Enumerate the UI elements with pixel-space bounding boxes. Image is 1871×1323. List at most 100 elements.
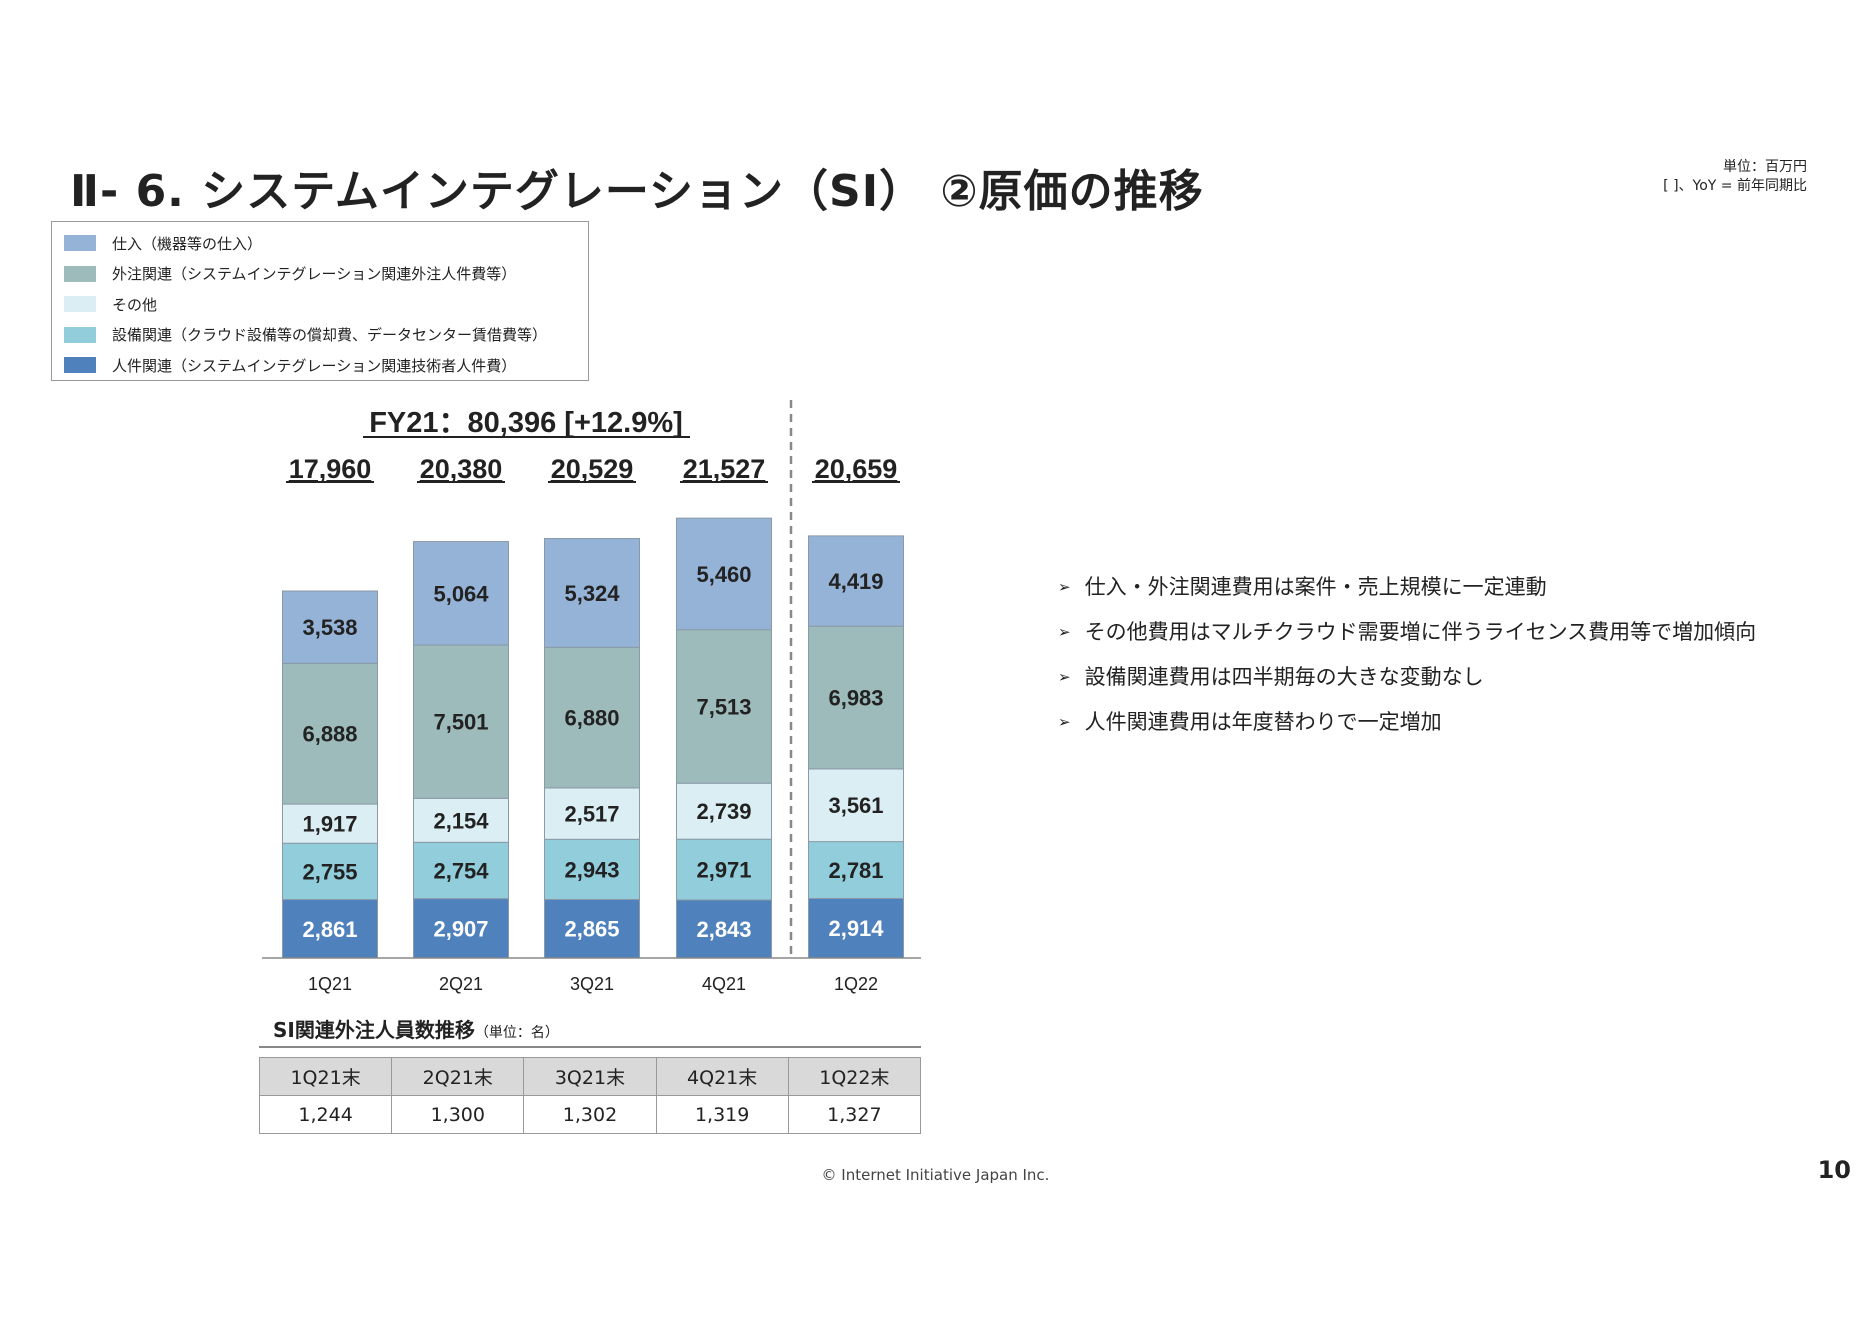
bar-segment xyxy=(413,841,509,900)
data-label: 5,460 xyxy=(696,562,751,587)
x-tick-label: 1Q21 xyxy=(308,974,352,994)
data-label: 2,907 xyxy=(433,916,488,941)
si-staff-table: 1Q21末 2Q21末 3Q21末 4Q21末 1Q22末 1,244 1,30… xyxy=(258,1057,922,1134)
bar-segment xyxy=(413,797,509,843)
bar-segment xyxy=(282,662,378,805)
legend-label: 外注関連（システムインテグレーション関連外注人件費等） xyxy=(112,265,517,284)
x-tick-label: 3Q21 xyxy=(570,974,614,994)
unit-notes: 単位：百万円 [ ]、YoY = 前年同期比 xyxy=(1663,158,1807,196)
header-cell: 1Q21末 xyxy=(258,1057,393,1096)
bar-segment xyxy=(282,899,378,959)
si-unit: （単位：名） xyxy=(474,1025,559,1041)
unit-note: 単位：百万円 xyxy=(1723,159,1807,175)
data-label: 3,561 xyxy=(828,793,883,818)
bar-segment xyxy=(544,646,640,789)
x-tick-label: 4Q21 xyxy=(702,974,746,994)
total-label: 17,960 xyxy=(289,454,372,484)
legend-label: その他 xyxy=(112,295,158,314)
bullet-list: ➢ 仕入・外注関連費用は案件・売上規模に一定連動 ➢ その他費用はマルチクラウド需要増… xyxy=(1058,565,1756,745)
data-label: 2,914 xyxy=(828,916,884,941)
si-title-text: SI関連外注人員数推移 xyxy=(273,1018,475,1042)
bar-segment xyxy=(544,538,640,648)
header-cell: 1Q22末 xyxy=(787,1057,922,1096)
header-cell: 2Q21末 xyxy=(391,1057,525,1096)
header-cell: 3Q21末 xyxy=(523,1057,657,1096)
divider xyxy=(259,1046,921,1048)
bar-segment xyxy=(282,590,378,664)
data-label: 3,538 xyxy=(302,615,357,640)
bar-segment xyxy=(676,629,772,784)
data-label: 2,517 xyxy=(564,802,619,827)
data-label: 1,917 xyxy=(302,812,357,837)
copyright-footer: © Internet Initiative Japan Inc. xyxy=(821,1166,1050,1184)
legend-item: 人件関連（システムインテグレーション関連技術者人件費） xyxy=(64,350,576,381)
data-label: 7,501 xyxy=(433,710,488,735)
data-label: 2,781 xyxy=(828,858,883,883)
yoy-note: [ ]、YoY = 前年同期比 xyxy=(1663,178,1807,194)
bullet-text: 人件関連費用は年度替わりで一定増加 xyxy=(1084,710,1442,734)
arrow-bullet-icon: ➢ xyxy=(1058,713,1071,731)
data-label: 6,888 xyxy=(302,722,357,747)
data-label: 2,154 xyxy=(433,808,489,833)
table-row: 1,244 1,300 1,302 1,319 1,327 xyxy=(258,1095,922,1134)
si-table-title: SI関連外注人員数推移（単位：名） xyxy=(273,1014,559,1043)
chart-legend: 仕入（機器等の仕入） 外注関連（システムインテグレーション関連外注人件費等） その他… xyxy=(51,221,589,381)
bar-segment xyxy=(282,803,378,844)
total-label: 20,659 xyxy=(815,454,898,484)
bar-segment xyxy=(413,898,509,959)
data-label: 2,754 xyxy=(433,858,489,883)
bar-segment xyxy=(544,898,640,959)
legend-item: 設備関連（クラウド設備等の償却費、データセンター賃借費等） xyxy=(64,320,576,351)
page-number: 10 xyxy=(1817,1156,1851,1184)
data-label: 2,865 xyxy=(564,917,619,942)
legend-label: 仕入（機器等の仕入） xyxy=(112,234,263,253)
legend-swatch xyxy=(64,296,96,313)
chart-title: FY21：80,396 [+12.9%] xyxy=(369,407,683,439)
bar-segment xyxy=(544,838,640,900)
bar-segment xyxy=(676,838,772,901)
data-label: 6,880 xyxy=(564,706,619,731)
data-label: 6,983 xyxy=(828,686,883,711)
bullet-item: ➢ 仕入・外注関連費用は案件・売上規模に一定連動 xyxy=(1058,565,1756,610)
value-cell: 1,319 xyxy=(655,1095,789,1134)
bar-segment xyxy=(808,535,904,627)
value-cell: 1,302 xyxy=(523,1095,657,1134)
value-cell: 1,300 xyxy=(391,1095,525,1134)
bar-segment xyxy=(808,768,904,843)
data-label: 5,064 xyxy=(433,581,489,606)
legend-swatch xyxy=(64,265,96,282)
legend-swatch xyxy=(64,235,96,252)
data-label: 2,739 xyxy=(696,799,751,824)
bar-segment xyxy=(544,787,640,840)
bar-segment xyxy=(676,899,772,959)
bar-segment xyxy=(413,541,509,646)
legend-label: 設備関連（クラウド設備等の償却費、データセンター賃借費等） xyxy=(112,326,548,345)
arrow-bullet-icon: ➢ xyxy=(1058,623,1071,641)
legend-item: その他 xyxy=(64,289,576,320)
value-cell: 1,327 xyxy=(787,1095,922,1134)
x-tick-label: 2Q21 xyxy=(439,974,483,994)
total-label: 21,527 xyxy=(683,454,766,484)
bullet-text: その他費用はマルチクラウド需要増に伴うライセンス費用等で増加傾向 xyxy=(1084,620,1757,644)
legend-swatch xyxy=(64,326,96,343)
bullet-item: ➢ 人件関連費用は年度替わりで一定増加 xyxy=(1058,700,1756,745)
arrow-bullet-icon: ➢ xyxy=(1058,668,1071,686)
value-cell: 1,244 xyxy=(258,1095,393,1134)
legend-item: 仕入（機器等の仕入） xyxy=(64,228,576,259)
bar-segment xyxy=(676,782,772,840)
bullet-text: 仕入・外注関連費用は案件・売上規模に一定連動 xyxy=(1084,575,1547,599)
data-label: 2,755 xyxy=(302,859,357,884)
bar-segment xyxy=(282,842,378,901)
bar-segment xyxy=(676,517,772,631)
legend-swatch xyxy=(64,357,96,374)
data-label: 2,861 xyxy=(302,917,357,942)
bullet-text: 設備関連費用は四半期毎の大きな変動なし xyxy=(1084,665,1484,689)
data-label: 2,843 xyxy=(696,917,751,942)
table-header-row: 1Q21末 2Q21末 3Q21末 4Q21末 1Q22末 xyxy=(258,1057,922,1096)
legend-label: 人件関連（システムインテグレーション関連技術者人件費） xyxy=(112,356,517,375)
bar-segment xyxy=(808,625,904,770)
bullet-item: ➢ その他費用はマルチクラウド需要増に伴うライセンス費用等で増加傾向 xyxy=(1058,610,1756,655)
page-title: Ⅱ- 6. システムインテグレーション（SI） ②原価の推移 xyxy=(70,166,1204,217)
